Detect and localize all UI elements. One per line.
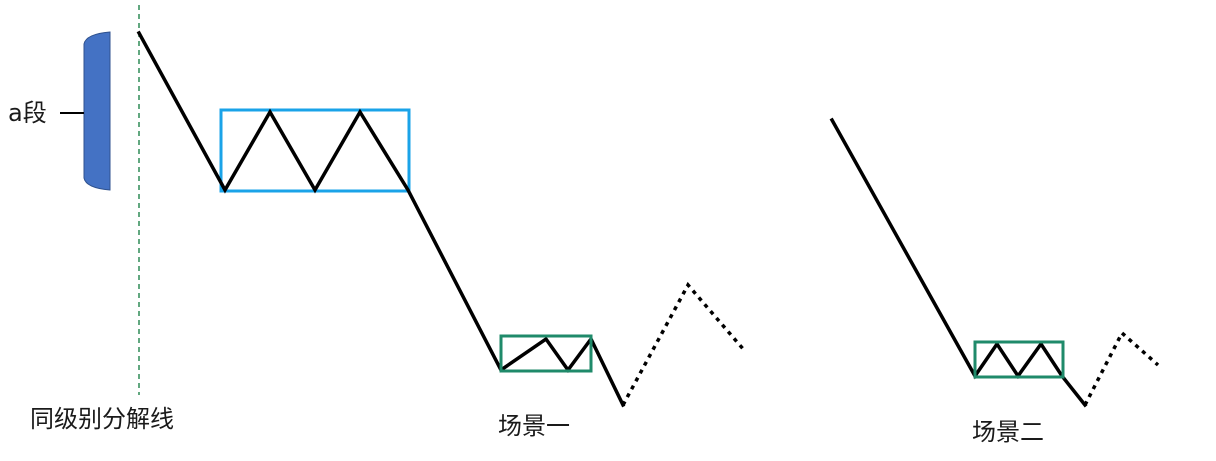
scene-one-label: 场景一	[498, 412, 570, 440]
scene-two-price-line	[829, 117, 1088, 408]
scene-two-projection	[1083, 330, 1160, 406]
scene-one-small-box	[499, 334, 593, 373]
scene-one-price-line	[136, 30, 626, 408]
scene-two-label: 场景二	[972, 418, 1044, 446]
split-line-label: 同级别分解线	[30, 405, 174, 433]
segment-a-bar	[83, 31, 111, 191]
scene-two-small-box	[973, 340, 1065, 379]
segment-a-label: a段	[8, 99, 47, 127]
scene-one-projection	[621, 281, 746, 406]
